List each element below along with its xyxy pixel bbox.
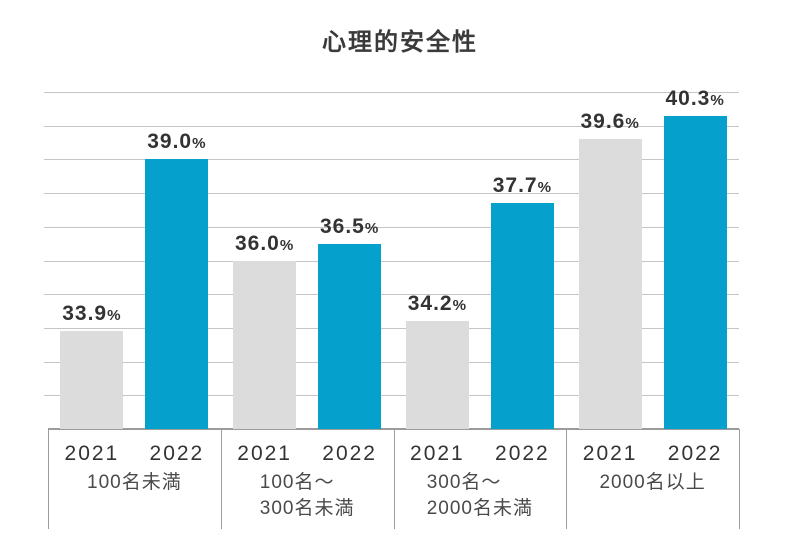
year-label: 2022 (322, 442, 377, 465)
group-label-text: 300名～ 2000名未満 (426, 472, 534, 519)
group-label-text: 2000名以上 (599, 472, 706, 493)
gridline (44, 361, 739, 363)
group-divider (393, 429, 395, 529)
percent-sign: % (452, 297, 468, 315)
group-divider (48, 429, 49, 529)
bar-2022 (490, 203, 554, 429)
gridline (44, 92, 739, 93)
year-label: 2021 (582, 442, 638, 465)
gridline (44, 125, 739, 127)
year-label: 2021 (237, 442, 292, 465)
percent-sign: % (625, 115, 640, 133)
percent-sign: % (192, 135, 207, 153)
group-label: 300名～ 2000名未満 (394, 470, 567, 522)
bar-2022 (318, 243, 382, 429)
gridline (44, 159, 739, 161)
percent-sign: % (279, 236, 295, 254)
group-label: 100名～ 300名未満 (221, 470, 394, 522)
bar-2022 (145, 159, 209, 429)
gridline (44, 260, 739, 262)
value-label: 39.6% (580, 110, 640, 134)
gridline (44, 395, 739, 397)
group-label: 2000名以上 (566, 470, 739, 496)
value-label: 37.7% (492, 174, 553, 198)
value-label: 36.5% (319, 214, 380, 238)
group-divider (220, 429, 222, 529)
bar-2022 (663, 115, 727, 429)
year-label: 2021 (64, 442, 120, 465)
bar-2021 (578, 139, 642, 429)
value-label: 40.3% (665, 86, 725, 110)
group-label: 100名未満 (48, 470, 221, 496)
group-divider (739, 429, 740, 529)
bar-2021 (233, 260, 297, 429)
group-label-text: 100名未満 (87, 472, 182, 493)
percent-sign: % (107, 307, 122, 325)
gridline (44, 294, 739, 296)
group-label-text: 100名～ 300名未満 (259, 472, 355, 519)
percent-sign: % (537, 179, 553, 197)
year-label: 2021 (410, 442, 465, 465)
year-label: 2022 (667, 442, 723, 465)
group-divider (566, 429, 568, 529)
value-label: 39.0% (147, 130, 207, 154)
percent-sign: % (364, 219, 380, 237)
chart-title: 心理的安全性 (322, 29, 478, 56)
value-label: 36.0% (234, 231, 295, 255)
bar-2021 (405, 321, 469, 429)
gridline (44, 327, 739, 329)
value-label: 34.2% (407, 292, 468, 316)
value-label: 33.9% (62, 302, 122, 326)
year-label: 2022 (495, 442, 550, 465)
gridline (44, 226, 739, 228)
percent-sign: % (710, 91, 725, 109)
gridline (44, 193, 739, 195)
bar-2021 (60, 331, 124, 429)
year-label: 2022 (149, 442, 205, 465)
